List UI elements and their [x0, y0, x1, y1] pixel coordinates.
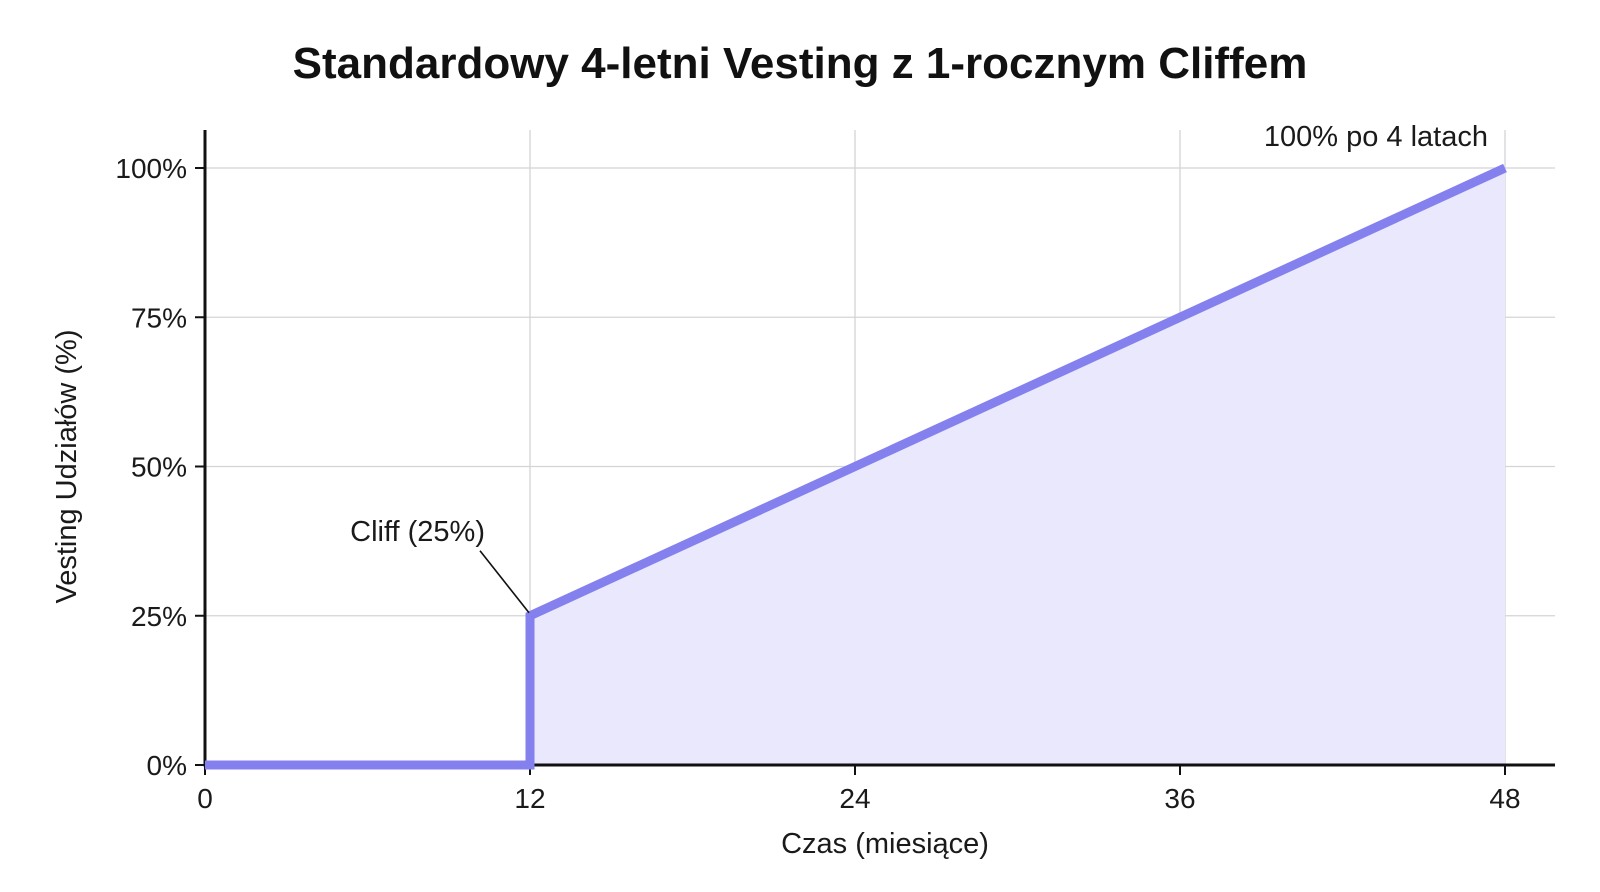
x-tick-label-4: 48 — [1489, 783, 1520, 814]
y-axis-label: Vesting Udziałów (%) — [51, 330, 83, 604]
x-axis-label: Czas (miesiące) — [781, 828, 989, 860]
x-tick-label-1: 12 — [514, 783, 545, 814]
ticks: 0% 25% 50% 75% 100% 0 12 24 36 48 — [115, 153, 1520, 814]
vesting-line — [205, 163, 1507, 770]
annotation-label-0: Cliff (25%) — [350, 516, 485, 548]
annotations: Cliff (25%) 100% po 4 latach — [350, 121, 1488, 614]
annotation-pointer-0 — [479, 550, 530, 614]
x-tick-label-3: 36 — [1164, 783, 1195, 814]
chart-title: Standardowy 4-letni Vesting z 1-rocznym … — [293, 39, 1308, 88]
y-tick-label-1: 25% — [131, 601, 187, 632]
x-tick-label-0: 0 — [197, 783, 213, 814]
y-tick-label-3: 75% — [131, 302, 187, 333]
y-tick-label-0: 0% — [147, 750, 187, 781]
y-tick-label-4: 100% — [115, 153, 187, 184]
x-tick-label-2: 24 — [839, 783, 870, 814]
annotation-label-1: 100% po 4 latach — [1264, 121, 1488, 153]
y-tick-label-2: 50% — [131, 452, 187, 483]
